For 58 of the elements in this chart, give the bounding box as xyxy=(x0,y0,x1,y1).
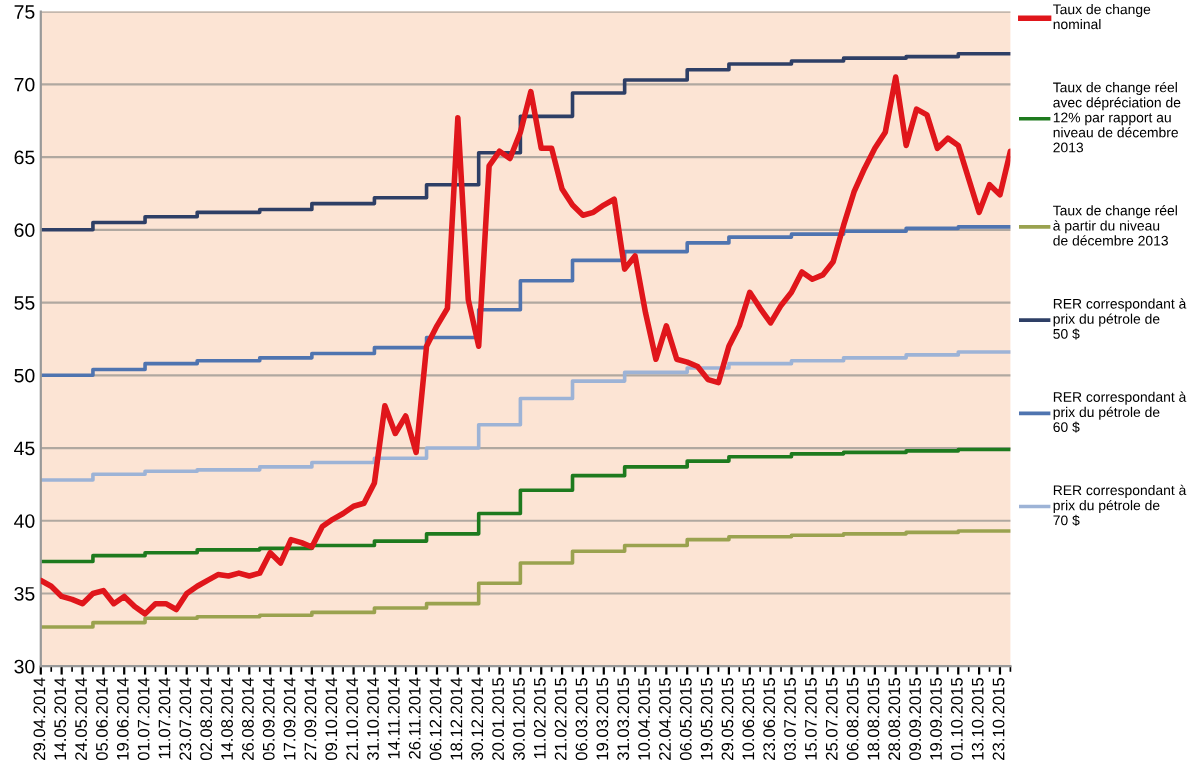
x-tick-label: 01.10.2015 xyxy=(950,678,963,761)
x-tick-label: 31.03.2015 xyxy=(617,678,630,761)
x-tick-label: 11.07.2014 xyxy=(158,677,171,759)
x-tick-label: 19.06.2014 xyxy=(116,677,129,760)
x-tick-label: 18.08.2015 xyxy=(867,678,880,760)
x-tick-label: 19.09.2015 xyxy=(930,678,942,760)
x-tick-label: 29.04.2014 xyxy=(33,677,46,760)
x-tick-label: 06.05.2015 xyxy=(679,678,692,761)
x-tick-label: 22.04.2015 xyxy=(659,678,671,760)
x-tick-label: 17.09.2014 xyxy=(283,677,296,760)
x-tick-label: 23.07.2014 xyxy=(179,677,192,760)
x-tick-label: 23.06.2015 xyxy=(763,678,776,760)
x-tick-label: 21.02.2015 xyxy=(554,678,567,760)
x-tick-label: 10.04.2015 xyxy=(638,678,650,760)
y-tick-label: 30 xyxy=(14,659,35,674)
y-tick-label: 70 xyxy=(14,77,35,92)
x-tick-label: 14.11.2014 xyxy=(387,677,400,759)
x-tick-label: 25.07.2015 xyxy=(825,678,838,760)
x-tick-label: 23.10.2015 xyxy=(992,678,1005,760)
x-tick-label: 06.12.2014 xyxy=(429,677,442,761)
x-tick-label: 28.08.2015 xyxy=(888,678,901,760)
x-tick-label: 26.11.2014 xyxy=(408,677,421,759)
y-tick-label: 75 xyxy=(14,5,35,19)
x-tick-label: 05.09.2014 xyxy=(262,677,275,761)
x-tick-label: 06.03.2015 xyxy=(575,678,588,761)
x-tick-label: 14.05.2014 xyxy=(54,677,67,760)
x-tick-label: 05.06.2014 xyxy=(96,677,108,761)
x-tick-label: 13.10.2015 xyxy=(971,678,984,760)
x-tick-label: 20.01.2015 xyxy=(492,678,505,760)
y-tick-label: 40 xyxy=(14,514,35,528)
y-tick-label: 60 xyxy=(14,223,35,238)
x-tick-label: 19.05.2015 xyxy=(700,678,713,760)
x-tick-label: 30.01.2015 xyxy=(513,678,525,761)
y-tick-label: 50 xyxy=(14,368,35,383)
line-series xyxy=(40,74,1011,617)
x-tick-label: 18.12.2014 xyxy=(450,677,463,760)
y-tick-label: 45 xyxy=(14,441,35,456)
x-tick-label: 31.10.2014 xyxy=(367,677,379,761)
y-tick-label: 65 xyxy=(14,150,35,165)
x-tick-label: 09.10.2014 xyxy=(325,677,338,761)
x-tick-label: 02.08.2014 xyxy=(200,677,213,761)
x-tick-label: 19.03.2015 xyxy=(596,678,609,760)
x-tick-label: 30.12.2014 xyxy=(471,677,484,761)
x-tick-label: 26.08.2014 xyxy=(241,677,254,760)
x-tick-label: 27.09.2014 xyxy=(304,677,317,760)
x-tick-label: 11.02.2015 xyxy=(533,678,546,759)
x-tick-label: 10.06.2015 xyxy=(742,678,755,760)
x-tick-label: 15.07.2015 xyxy=(804,678,817,760)
x-tick-label: 03.07.2015 xyxy=(784,678,796,761)
x-tick-label: 24.05.2014 xyxy=(75,677,87,760)
x-tick-label: 14.08.2014 xyxy=(221,677,233,760)
y-tick-label: 55 xyxy=(14,296,35,310)
y-tick-label: 35 xyxy=(14,586,35,601)
x-tick-label: 21.10.2014 xyxy=(346,677,359,760)
x-tick-label: 09.09.2015 xyxy=(909,678,922,761)
x-tick-label: 29.05.2015 xyxy=(721,678,734,760)
x-tick-label: 06.08.2015 xyxy=(846,678,859,761)
x-tick-label: 01.07.2014 xyxy=(137,677,150,761)
